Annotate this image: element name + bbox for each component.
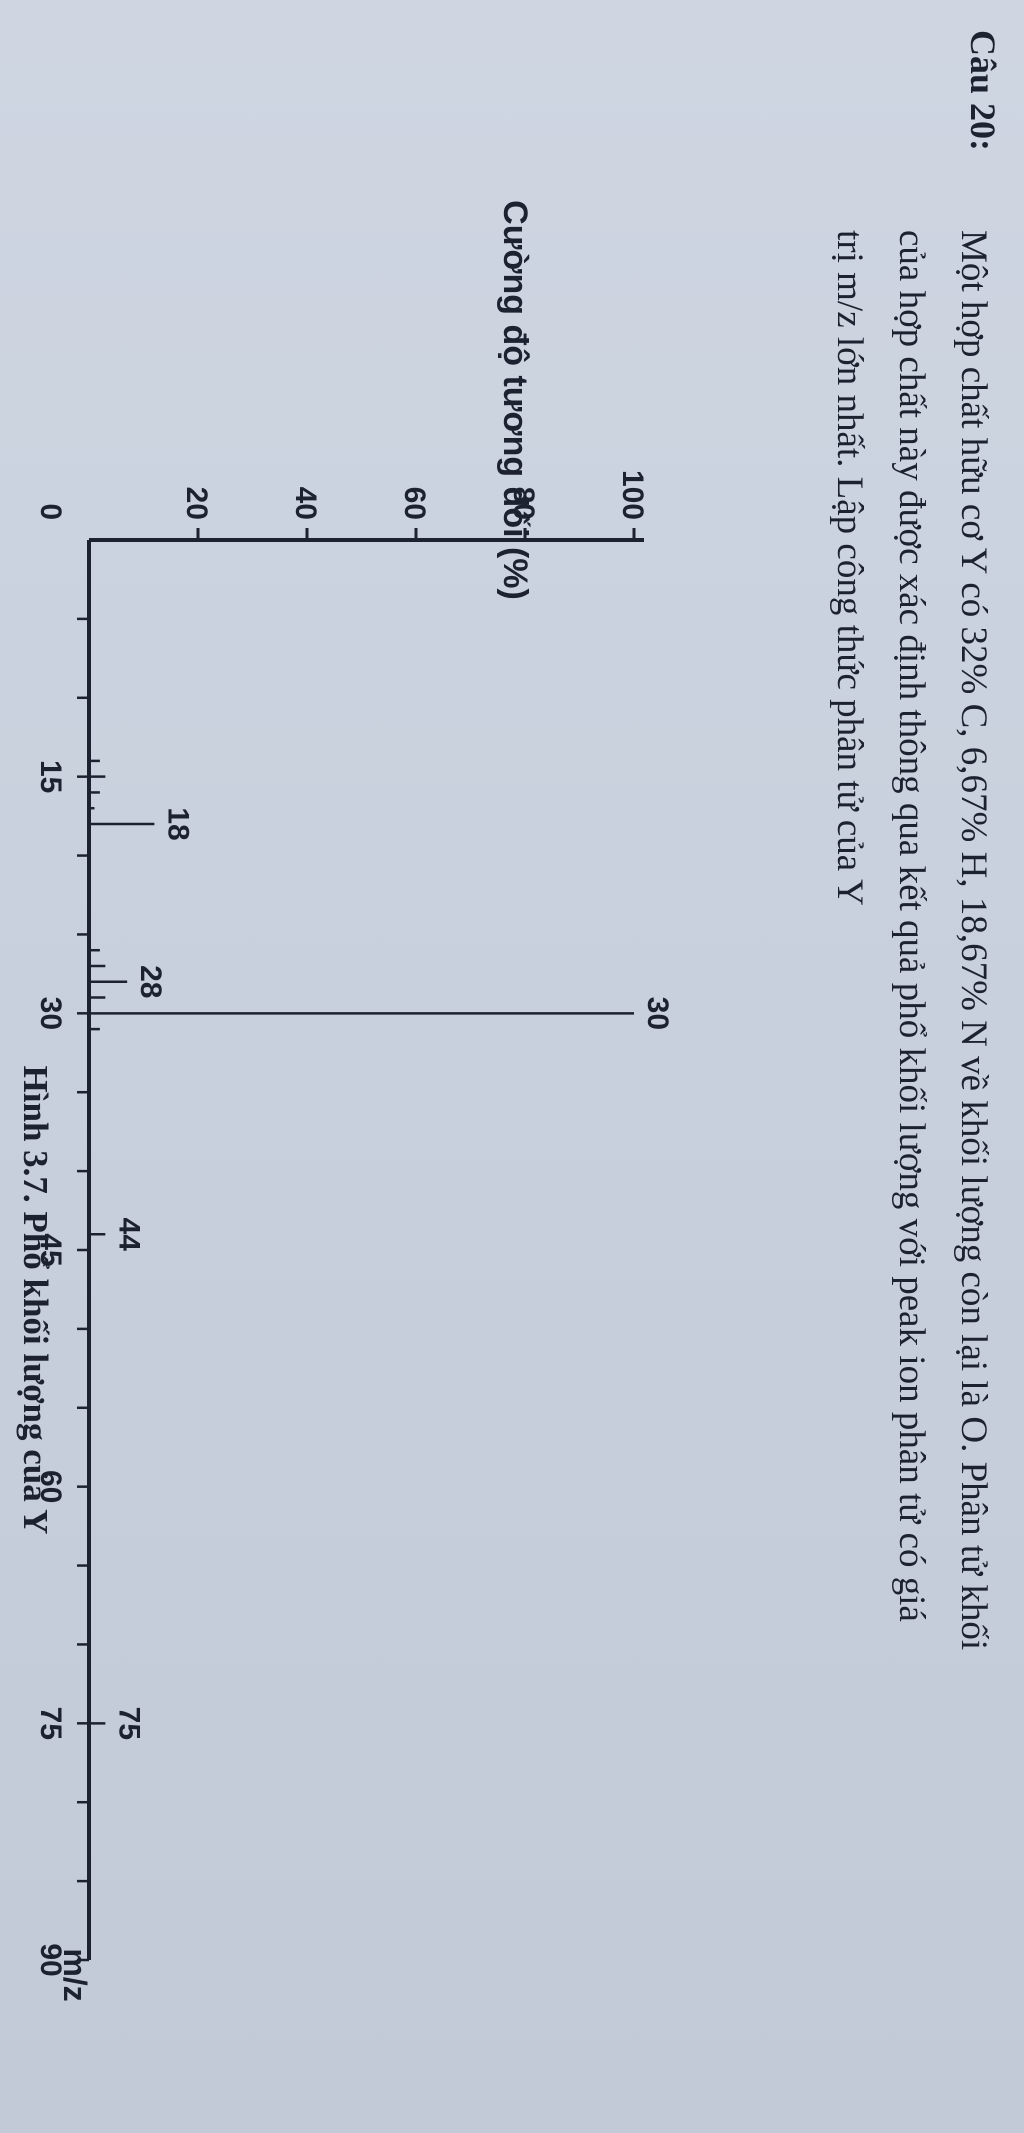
- y-tick-label: 40: [289, 487, 322, 520]
- x-axis-label: m/z: [57, 1948, 93, 2001]
- x-tick-label: 60: [34, 1470, 67, 1503]
- peaks: 18 28 30 44 75: [89, 759, 674, 1740]
- x-tick-label: 15: [34, 760, 67, 793]
- y-tick-label: 100: [616, 470, 649, 520]
- peak-label-30: 30: [641, 997, 674, 1030]
- x-ticks: 0 15 30 45 60 75 90: [34, 503, 89, 1977]
- peak-label-75: 75: [112, 1707, 145, 1740]
- x-tick-label: 45: [34, 1233, 67, 1266]
- figure-caption: Hình 3.7. Phổ khối lượng của Y: [16, 1066, 55, 1535]
- peak-label-28: 28: [134, 965, 167, 998]
- x-tick-label: 0: [34, 503, 67, 520]
- x-tick-label: 75: [34, 1707, 67, 1740]
- peak-label-18: 18: [161, 807, 194, 840]
- x-tick-label: 30: [34, 997, 67, 1030]
- y-tick-label: 80: [507, 487, 540, 520]
- y-tick-label: 60: [398, 487, 431, 520]
- y-ticks: 20 40 60 80 100: [180, 470, 649, 540]
- chart-axes: [87, 538, 644, 1960]
- y-tick-label: 20: [180, 487, 213, 520]
- peak-label-44: 44: [112, 1218, 145, 1252]
- x-tick-label: 90: [34, 1943, 67, 1976]
- y-axis-label: Cường độ tương đối (%): [496, 200, 534, 600]
